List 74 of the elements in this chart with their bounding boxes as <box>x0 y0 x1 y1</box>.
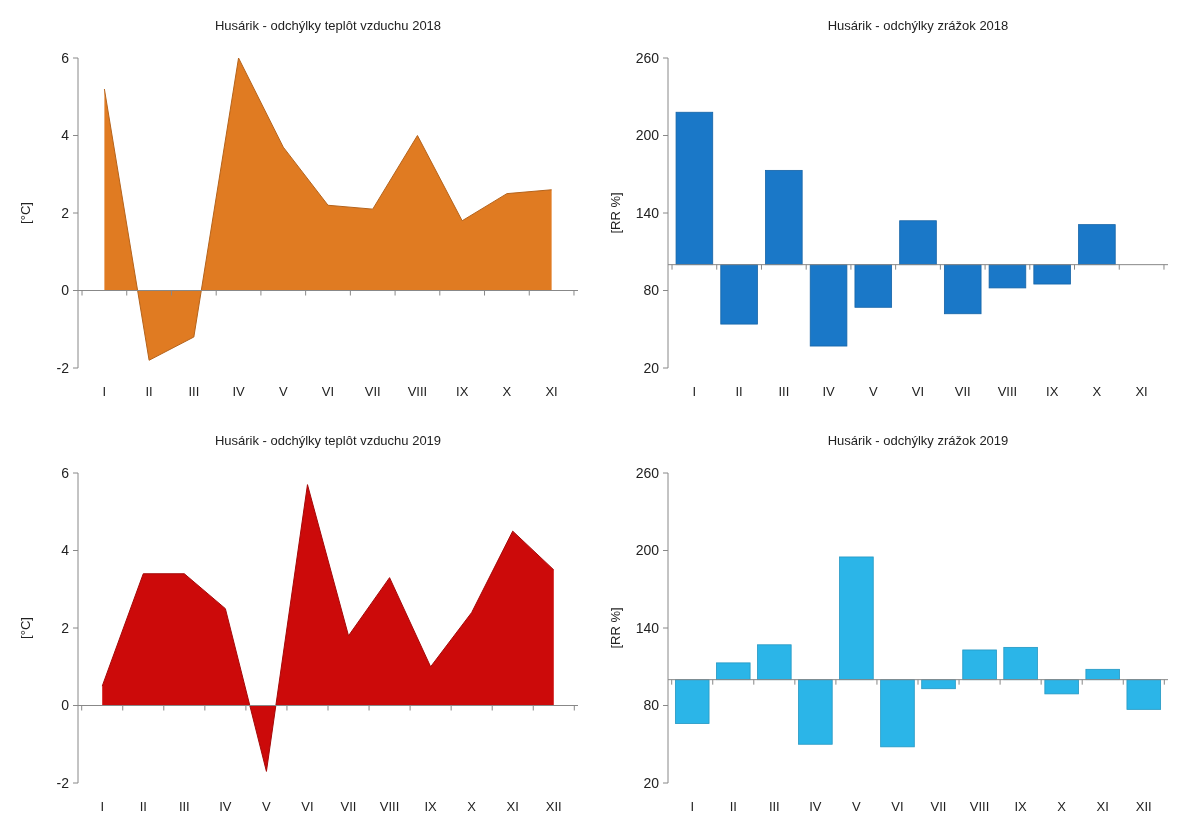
x-tick-label: VII <box>340 799 357 814</box>
y-tick-label: 2 <box>61 619 70 636</box>
y-tick-label: 6 <box>61 464 70 481</box>
x-tick-label: IV <box>809 799 822 814</box>
x-tick-label: XI <box>1096 799 1109 814</box>
x-tick-label: VI <box>301 799 314 814</box>
y-tick-label: 260 <box>635 464 660 481</box>
y-tick-label: 4 <box>61 542 70 559</box>
y-tick-label: 140 <box>635 204 660 221</box>
x-tick-label: XI <box>545 384 558 399</box>
x-tick-label: V <box>852 799 862 814</box>
y-tick-label: 6 <box>61 49 70 66</box>
x-tick-label: V <box>262 799 272 814</box>
x-tick-label: IX <box>1014 799 1028 814</box>
x-tick-label: II <box>735 384 743 399</box>
x-tick-label: X <box>1092 384 1102 399</box>
y-tick-label: 20 <box>643 774 660 791</box>
chart-title: Husárik - odchýlky zrážok 2018 <box>827 18 1009 33</box>
x-tick-label: I <box>690 799 695 814</box>
x-tick-label: VI <box>321 384 335 399</box>
x-tick-label: X <box>467 799 477 814</box>
x-tick-label: VII <box>930 799 947 814</box>
x-tick-label: II <box>729 799 737 814</box>
chart-title: Husárik - odchýlky zrážok 2019 <box>827 433 1009 448</box>
x-tick-label: III <box>178 799 190 814</box>
x-tick-label: I <box>102 384 107 399</box>
x-tick-label: VI <box>911 384 925 399</box>
y-tick-label: -2 <box>56 359 70 376</box>
x-tick-label: IX <box>1046 384 1059 399</box>
y-tick-label: 260 <box>635 49 660 66</box>
y-axis-title: [°C] <box>18 617 33 639</box>
y-tick-label: 140 <box>635 619 660 636</box>
x-tick-label: VI <box>891 799 904 814</box>
x-tick-label: VIII <box>997 384 1018 399</box>
x-tick-label: II <box>145 384 153 399</box>
x-tick-label: IV <box>219 799 232 814</box>
x-tick-label: II <box>139 799 147 814</box>
y-tick-label: 0 <box>61 697 70 714</box>
x-tick-label: III <box>778 384 790 399</box>
y-tick-label: 20 <box>643 359 660 376</box>
x-tick-label: XII <box>1135 799 1152 814</box>
x-tick-label: VIII <box>407 384 428 399</box>
x-tick-label: VIII <box>379 799 400 814</box>
y-tick-label: 200 <box>635 127 660 144</box>
chart-title: Husárik - odchýlky teplôt vzduchu 2018 <box>214 18 442 33</box>
x-tick-label: VII <box>954 384 971 399</box>
y-axis-title: [RR %] <box>608 192 623 234</box>
x-tick-label: X <box>1057 799 1067 814</box>
y-axis-title: [°C] <box>18 202 33 224</box>
x-tick-label: III <box>768 799 780 814</box>
x-tick-label: IV <box>822 384 836 399</box>
x-tick-label: IX <box>456 384 469 399</box>
y-axis-title: [RR %] <box>608 607 623 649</box>
y-tick-label: 0 <box>61 282 70 299</box>
x-tick-label: III <box>188 384 200 399</box>
x-tick-label: XII <box>545 799 562 814</box>
x-tick-label: XI <box>1135 384 1148 399</box>
chart-title: Husárik - odchýlky teplôt vzduchu 2019 <box>214 433 442 448</box>
y-tick-label: 4 <box>61 127 70 144</box>
x-tick-label: VIII <box>969 799 990 814</box>
y-tick-label: -2 <box>56 774 70 791</box>
x-tick-label: IV <box>232 384 246 399</box>
x-tick-label: XI <box>506 799 519 814</box>
y-tick-label: 2 <box>61 204 70 221</box>
y-tick-label: 80 <box>643 697 660 714</box>
x-tick-label: V <box>868 384 878 399</box>
x-tick-label: X <box>502 384 512 399</box>
x-tick-label: VII <box>364 384 381 399</box>
x-tick-label: V <box>278 384 288 399</box>
y-tick-label: 200 <box>635 542 660 559</box>
x-tick-label: I <box>100 799 105 814</box>
x-tick-label: IX <box>424 799 438 814</box>
x-tick-label: I <box>692 384 697 399</box>
y-tick-label: 80 <box>643 282 660 299</box>
